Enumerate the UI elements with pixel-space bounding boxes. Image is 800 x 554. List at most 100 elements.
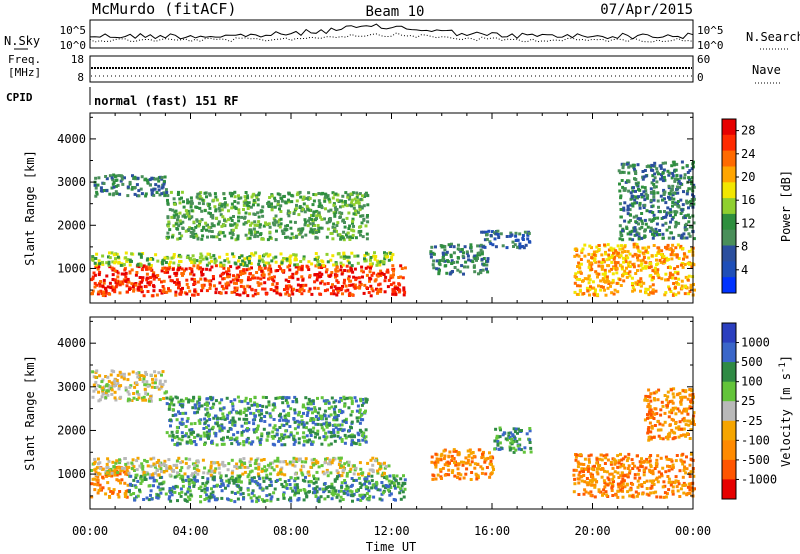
power-echo-cell bbox=[620, 170, 624, 174]
vel-echo-cell bbox=[232, 419, 236, 423]
power-echo-cell bbox=[227, 218, 230, 222]
power-echo-cell bbox=[639, 217, 642, 221]
power-echo-cell bbox=[335, 229, 338, 233]
power-echo-cell bbox=[252, 192, 256, 196]
power-echo-cell bbox=[112, 253, 116, 257]
power-echo-cell bbox=[245, 264, 249, 268]
power-echo-cell bbox=[91, 255, 95, 259]
vel-echo-cell bbox=[280, 423, 284, 427]
power-echo-cell bbox=[579, 262, 583, 266]
power-echo-cell bbox=[679, 263, 683, 267]
vel-echo-cell bbox=[169, 418, 172, 422]
vel-echo-cell bbox=[311, 440, 315, 444]
power-echo-cell bbox=[622, 208, 626, 212]
power-echo-cell bbox=[505, 235, 509, 238]
vel-echo-cell bbox=[325, 425, 329, 429]
vel-echo-cell bbox=[193, 480, 197, 483]
vel-echo-cell bbox=[129, 474, 133, 478]
power-echo-cell bbox=[318, 271, 322, 275]
vel-echo-cell bbox=[307, 480, 311, 484]
vel-echo-cell bbox=[268, 423, 272, 427]
vel-echo-cell bbox=[323, 482, 327, 485]
power-echo-cell bbox=[162, 182, 166, 186]
power-echo-cell bbox=[597, 260, 601, 264]
vel-echo-cell bbox=[199, 495, 203, 498]
vel-echo-cell bbox=[283, 414, 287, 418]
nave-tick-60: 60 bbox=[697, 53, 710, 66]
vel-echo-cell bbox=[206, 434, 210, 438]
power-echo-cell bbox=[115, 283, 119, 287]
vel-echo-cell bbox=[188, 498, 192, 501]
vel-echo-cell bbox=[230, 476, 234, 480]
vel-echo-cell bbox=[272, 418, 276, 421]
vel-echo-cell bbox=[314, 431, 318, 435]
power-echo-cell bbox=[304, 233, 308, 237]
power-echo-cell bbox=[196, 219, 200, 223]
vel-echo-cell bbox=[196, 479, 199, 483]
vel-echo-cell bbox=[241, 492, 245, 496]
power-echo-cell bbox=[146, 290, 150, 293]
vel-echo-cell bbox=[186, 466, 190, 470]
vel-echo-cell bbox=[226, 468, 230, 472]
power-echo-cell bbox=[621, 247, 625, 251]
vel-echo-cell bbox=[199, 434, 203, 438]
vel-echo-cell bbox=[137, 376, 141, 379]
freq-panel: Freq. [MHz] 18 8 60 0 Nave bbox=[8, 53, 782, 84]
vel-echo-cell bbox=[263, 499, 267, 503]
power-echo-cell bbox=[284, 228, 288, 232]
power-echo-cell bbox=[671, 273, 675, 277]
power-echo-cell bbox=[350, 264, 354, 268]
power-echo-cell bbox=[657, 276, 661, 280]
power-echo-cell bbox=[650, 254, 654, 258]
y-tick-label: 1000 bbox=[57, 261, 86, 275]
vel-echo-cell bbox=[431, 477, 435, 481]
vel-echo-cell bbox=[200, 489, 204, 493]
power-echo-cell bbox=[587, 281, 591, 285]
vel-echo-cell bbox=[343, 403, 347, 407]
power-echo-cell bbox=[649, 291, 652, 295]
vel-echo-cell bbox=[111, 491, 115, 495]
vel-echo-cell bbox=[172, 403, 176, 407]
power-echo-cell bbox=[318, 292, 322, 296]
power-echo-cell bbox=[185, 278, 189, 282]
power-echo-cell bbox=[358, 205, 362, 208]
vel-echo-cell bbox=[357, 438, 360, 442]
power-echo-cell bbox=[342, 257, 346, 260]
power-echo-cell bbox=[205, 228, 208, 232]
power-echo-cell bbox=[260, 209, 264, 213]
power-echo-cell bbox=[321, 191, 325, 195]
power-echo-cell bbox=[463, 265, 466, 269]
vel-echo-cell bbox=[300, 471, 304, 475]
vel-echo-cell bbox=[434, 452, 438, 456]
power-echo-cell bbox=[658, 210, 662, 214]
power-echo-cell bbox=[629, 203, 633, 207]
power-echo-cell bbox=[276, 269, 280, 272]
vel-echo-cell bbox=[491, 456, 495, 460]
power-echo-cell bbox=[350, 228, 354, 232]
power-echo-cell bbox=[249, 262, 253, 266]
vel-echo-cell bbox=[480, 456, 484, 460]
power-echo-cell bbox=[594, 270, 598, 274]
power-echo-cell bbox=[167, 287, 170, 291]
power-echo-cell bbox=[650, 219, 654, 223]
vel-echo-cell bbox=[302, 425, 306, 429]
power-echo-cell bbox=[110, 176, 114, 180]
power-echo-cell bbox=[189, 258, 193, 262]
power-echo-cell bbox=[681, 166, 685, 170]
vel-echo-cell bbox=[357, 488, 360, 492]
power-echo-cell bbox=[118, 291, 122, 295]
vel-echo-cell bbox=[124, 462, 128, 466]
power-echo-cell bbox=[671, 204, 674, 208]
vel-echo-cell bbox=[340, 474, 344, 478]
power-echo-cell bbox=[671, 171, 675, 175]
vel-echo-cell bbox=[466, 461, 470, 465]
power-echo-cell bbox=[192, 293, 196, 297]
power-echo-cell bbox=[307, 268, 311, 271]
power-echo-cell bbox=[241, 262, 245, 266]
power-echo-cell bbox=[352, 203, 356, 207]
vel-echo-cell bbox=[150, 497, 154, 501]
power-echo-cell bbox=[113, 269, 117, 273]
vel-echo-cell bbox=[239, 480, 243, 484]
vel-echo-cell bbox=[352, 464, 356, 468]
vel-echo-cell bbox=[206, 424, 210, 428]
